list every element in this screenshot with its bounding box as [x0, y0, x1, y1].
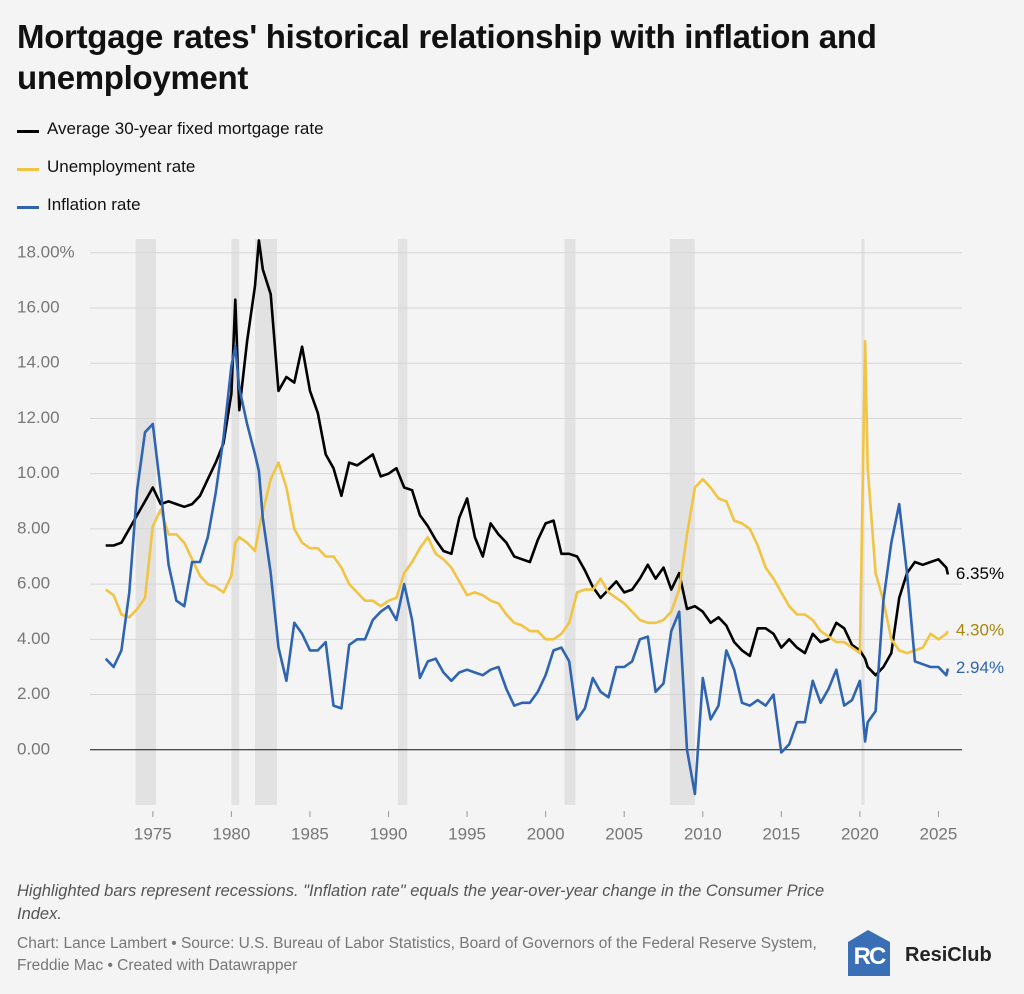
end-label: 2.94%	[956, 658, 1004, 677]
y-tick-label: 10.00	[17, 463, 60, 482]
legend-swatch	[17, 206, 39, 209]
x-tick-label: 1975	[134, 824, 172, 843]
recession-band	[231, 239, 240, 805]
logo-shape	[848, 930, 890, 976]
x-tick-label: 1980	[212, 824, 250, 843]
chart-title: Mortgage rates' historical relationship …	[17, 18, 877, 96]
legend-label: Average 30-year fixed mortgage rate	[47, 119, 324, 138]
logo-mark: RC	[854, 943, 886, 970]
logo-text: ResiClub	[905, 944, 992, 966]
y-tick-label: 14.00	[17, 353, 60, 372]
recession-band	[564, 239, 576, 805]
chart-source: Chart: Lance Lambert • Source: U.S. Bure…	[17, 935, 817, 974]
series-line	[104, 339, 950, 655]
y-tick-label: 2.00	[17, 684, 50, 703]
x-tick-label: 2010	[684, 824, 722, 843]
legend-item: Inflation rate	[17, 195, 324, 233]
y-tick-label: 8.00	[17, 518, 50, 537]
y-tick-label: 16.00	[17, 298, 60, 317]
x-tick-label: 2025	[920, 824, 958, 843]
end-label: 4.30%	[956, 621, 1004, 640]
y-tick-label: 18.00%	[17, 242, 75, 261]
legend-item: Unemployment rate	[17, 157, 324, 195]
end-label: 6.35%	[956, 564, 1004, 583]
legend-label: Unemployment rate	[47, 157, 196, 176]
y-tick-label: 12.00	[17, 408, 60, 427]
x-tick-label: 2015	[762, 824, 800, 843]
x-tick-label: 1985	[291, 824, 329, 843]
recession-band	[669, 239, 695, 805]
x-tick-label: 1990	[370, 824, 408, 843]
recession-band	[135, 239, 156, 805]
legend-swatch	[17, 130, 39, 133]
legend: Average 30-year fixed mortgage rate Unemp…	[17, 119, 324, 233]
chart-notes: Highlighted bars represent recessions. "…	[17, 882, 825, 923]
y-tick-label: 0.00	[17, 739, 50, 758]
y-tick-label: 6.00	[17, 574, 50, 593]
chart: 0.00 2.00 4.00 6.00 8.00 10.00 12.00 14.00 16.00…	[17, 239, 1004, 843]
legend-item: Average 30-year fixed mortgage rate	[17, 119, 324, 157]
logo: RC ResiClub	[848, 930, 992, 976]
series-line	[105, 239, 950, 677]
legend-swatch	[17, 168, 39, 171]
y-tick-label: 4.00	[17, 629, 50, 648]
x-tick-label: 1995	[448, 824, 486, 843]
x-tick-label: 2005	[605, 824, 643, 843]
recession-band	[254, 239, 277, 805]
legend-label: Inflation rate	[47, 195, 141, 214]
recession-band	[397, 239, 408, 805]
x-tick-label: 2020	[841, 824, 879, 843]
x-tick-label: 2000	[527, 824, 565, 843]
series-line	[104, 345, 950, 796]
